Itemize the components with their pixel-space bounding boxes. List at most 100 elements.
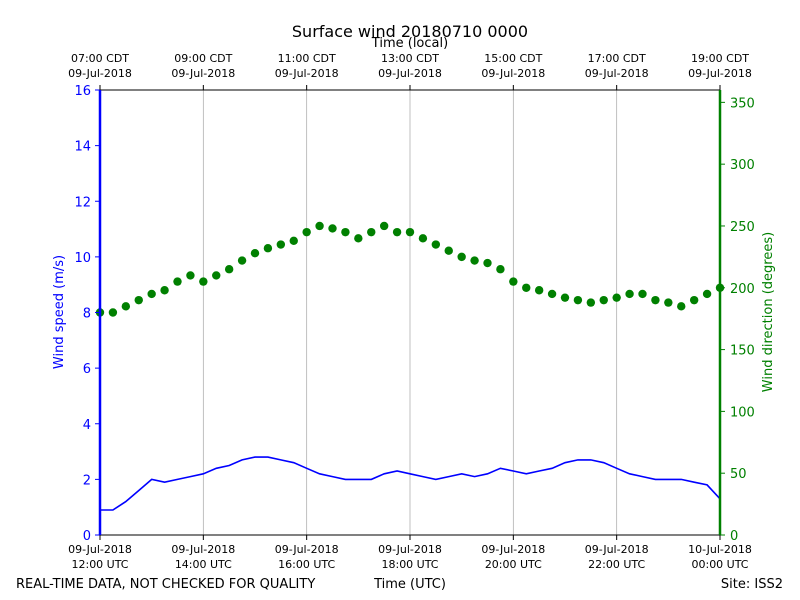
top-tick-label: 07:00 CDT [71, 52, 129, 65]
left-tick-label: 10 [74, 251, 91, 266]
wind-direction-point [677, 302, 686, 311]
top-tick-label: 11:00 CDT [278, 52, 336, 65]
wind-direction-point [263, 244, 273, 253]
wind-direction-point [276, 240, 286, 249]
right-tick-label: 0 [730, 529, 738, 544]
wind-direction-point [328, 224, 337, 233]
wind-direction-point [522, 283, 531, 292]
right-tick-label: 250 [730, 220, 755, 235]
top-tick-label: 09-Jul-2018 [378, 67, 442, 80]
wind-direction-point [599, 295, 608, 305]
wind-direction-point [612, 293, 621, 302]
wind-direction-point [457, 252, 466, 262]
wind-direction-point [199, 277, 208, 286]
left-tick-label: 12 [74, 195, 91, 210]
wind-direction-point [689, 295, 699, 305]
left-axis-label: Wind speed (m/s) [52, 255, 67, 369]
wind-direction-point [483, 258, 492, 268]
bottom-tick-label: 22:00 UTC [588, 558, 645, 571]
right-tick-label: 150 [730, 344, 755, 359]
wind-direction-point [444, 246, 453, 255]
wind-direction-point [664, 298, 673, 307]
right-axis-label: Wind direction (degrees) [761, 232, 776, 392]
wind-direction-point [560, 293, 570, 302]
top-tick-label: 09-Jul-2018 [171, 67, 235, 80]
wind-direction-point [431, 240, 441, 249]
wind-speed-line [100, 456, 721, 511]
wind-direction-point [509, 277, 518, 286]
top-tick-label: 09-Jul-2018 [68, 67, 132, 80]
right-tick-label: 300 [730, 158, 755, 173]
right-tick-label: 50 [730, 467, 747, 482]
wind-direction-point [354, 234, 363, 243]
top-tick-label: 09-Jul-2018 [688, 67, 752, 80]
wind-direction-point [367, 227, 376, 237]
wind-direction-point [418, 234, 428, 243]
left-tick-label: 0 [83, 529, 91, 544]
top-tick-label: 09:00 CDT [174, 52, 232, 65]
wind-direction-point [496, 265, 505, 274]
bottom-tick-label: 16:00 UTC [278, 558, 335, 571]
wind-direction-point [405, 227, 415, 237]
bottom-tick-label: 14:00 UTC [175, 558, 232, 571]
wind-direction-point [289, 236, 298, 246]
wind-direction-point [147, 289, 156, 299]
wind-direction-point [341, 227, 350, 237]
bottom-tick-label: 10-Jul-2018 [688, 543, 752, 556]
bottom-tick-label: 18:00 UTC [381, 558, 438, 571]
wind-direction-point [547, 289, 557, 299]
top-axis-label: Time (local) [371, 36, 448, 51]
top-tick-label: 17:00 CDT [588, 52, 646, 65]
speed-series [100, 456, 721, 511]
wind-direction-point [638, 289, 647, 299]
wind-direction-point [108, 308, 118, 317]
bottom-tick-label: 20:00 UTC [485, 558, 542, 571]
left-tick-label: 14 [74, 140, 91, 155]
right-tick-label: 100 [730, 405, 755, 420]
top-tick-label: 19:00 CDT [691, 52, 749, 65]
bottom-tick-label: 00:00 UTC [691, 558, 748, 571]
axes: 0 2 4 6 8 10 12 14 16 0 50 100 150 200 250 300 350 09-Jul… [68, 52, 755, 571]
wind-direction-point [625, 289, 634, 299]
wind-direction-point [173, 277, 182, 286]
wind-direction-point [379, 221, 389, 231]
bottom-tick-label: 09-Jul-2018 [68, 543, 132, 556]
left-tick-label: 2 [83, 473, 91, 488]
wind-direction-point [224, 265, 234, 274]
bottom-tick-label: 09-Jul-2018 [378, 543, 442, 556]
wind-direction-point [534, 286, 544, 295]
bottom-tick-label: 09-Jul-2018 [275, 543, 339, 556]
wind-direction-point [237, 256, 247, 265]
bottom-tick-label: 09-Jul-2018 [481, 543, 545, 556]
bottom-tick-label: 09-Jul-2018 [585, 543, 649, 556]
right-tick-label: 350 [730, 96, 755, 111]
top-tick-label: 09-Jul-2018 [481, 67, 545, 80]
top-tick-label: 15:00 CDT [484, 52, 542, 65]
wind-direction-point [315, 221, 324, 231]
grid-lines [99, 90, 721, 535]
wind-direction-point [250, 248, 260, 258]
left-tick-label: 4 [83, 418, 91, 433]
wind-direction-point [573, 295, 583, 305]
left-tick-label: 16 [74, 84, 91, 99]
chart-title: Surface wind 20180710 0000 [292, 22, 528, 41]
top-tick-label: 09-Jul-2018 [275, 67, 339, 80]
quality-note: REAL-TIME DATA, NOT CHECKED FOR QUALITY [16, 577, 315, 592]
wind-direction-point [586, 298, 596, 307]
top-tick-label: 09-Jul-2018 [585, 67, 649, 80]
direction-series [95, 221, 725, 317]
wind-direction-point [212, 271, 221, 280]
top-tick-label: 13:00 CDT [381, 52, 439, 65]
left-tick-label: 8 [83, 307, 91, 322]
wind-direction-point [134, 295, 143, 305]
wind-direction-point [470, 256, 479, 265]
wind-direction-point [160, 286, 169, 295]
wind-direction-point [302, 227, 311, 237]
bottom-tick-label: 12:00 UTC [71, 558, 128, 571]
site-label: Site: ISS2 [721, 577, 783, 592]
x-axis-label: Time (UTC) [373, 577, 446, 592]
wind-direction-point [702, 289, 712, 299]
wind-direction-point [651, 295, 660, 305]
wind-direction-point [121, 302, 131, 311]
